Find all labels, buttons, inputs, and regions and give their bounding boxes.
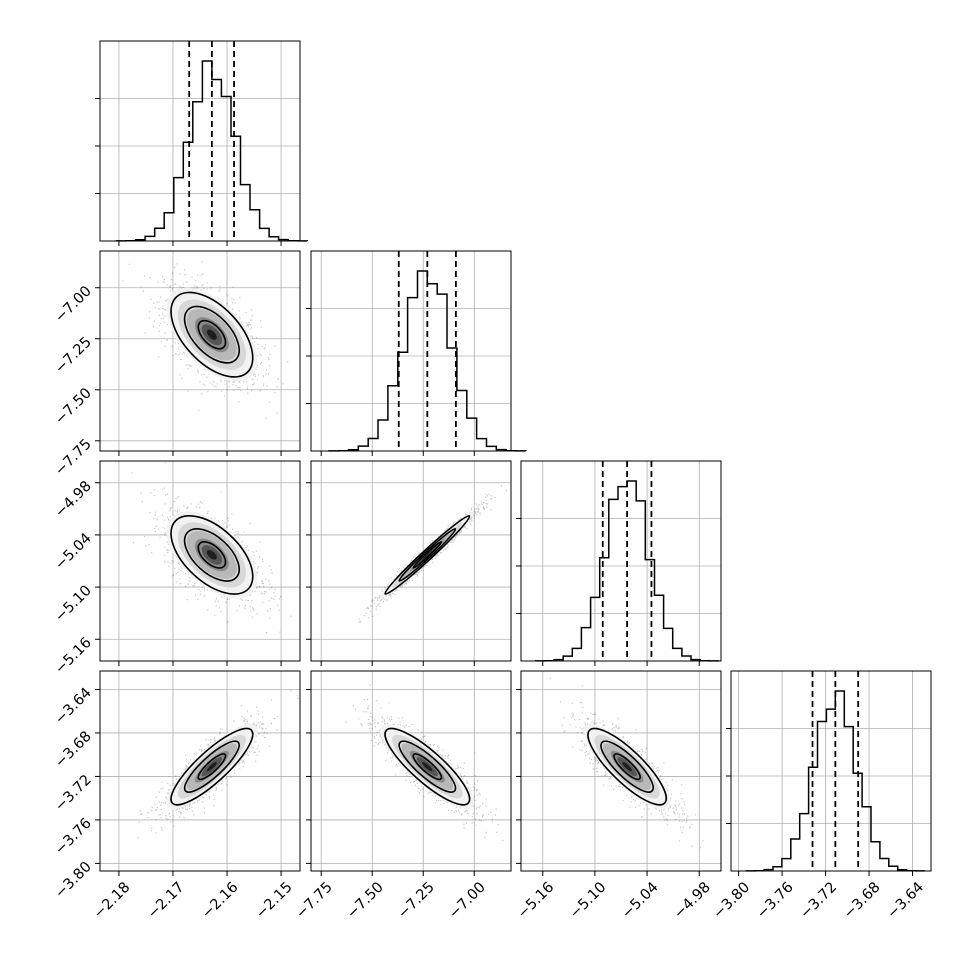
panel-2-1 — [306, 460, 512, 666]
panel-frame — [520, 670, 722, 872]
histogram-2 — [516, 460, 722, 666]
histogram-steps — [115, 60, 308, 242]
x-tick-label: −2.16 — [199, 879, 242, 922]
x-tick-label: −2.15 — [253, 879, 296, 922]
x-tick-label: −7.50 — [344, 879, 387, 922]
x-tick-label: −4.98 — [671, 879, 714, 922]
panel-frame — [99, 460, 301, 662]
panel-content — [549, 678, 704, 849]
contour-line — [197, 541, 227, 569]
y-tick-label: −3.76 — [52, 815, 95, 858]
panel-3-1 — [306, 670, 512, 876]
contour-line — [587, 727, 668, 806]
contour-line — [398, 740, 457, 793]
panel-3-0 — [95, 670, 301, 876]
contour-line — [183, 305, 240, 364]
contour-line — [197, 753, 227, 781]
contour-line — [170, 727, 254, 806]
histogram-steps — [745, 690, 926, 872]
y-tick-label: −7.00 — [52, 283, 95, 326]
y-tick-label: −5.10 — [52, 583, 95, 626]
contour-line — [412, 541, 443, 569]
panel-content — [137, 690, 299, 839]
x-tick-label: −3.64 — [884, 879, 927, 922]
y-tick-label: −3.80 — [52, 859, 95, 902]
density-fill — [206, 761, 217, 772]
contour-line — [183, 528, 240, 582]
contour-line — [613, 753, 641, 781]
density-fill — [422, 550, 433, 560]
x-tick-label: −3.72 — [797, 879, 840, 922]
contour-line — [170, 514, 254, 595]
x-tick-label: −3.80 — [710, 879, 753, 922]
y-tick-label: −3.64 — [52, 685, 95, 728]
panel-content — [345, 684, 504, 842]
contour-line — [183, 740, 240, 793]
panel-frame — [310, 250, 512, 452]
contour-line — [600, 740, 654, 793]
y-tick-label: −7.50 — [52, 385, 95, 428]
panel-3-2 — [516, 670, 722, 876]
panel-frame — [310, 670, 512, 872]
histogram-3 — [726, 670, 932, 876]
contour-line — [197, 319, 227, 350]
contour-line — [398, 528, 457, 582]
y-tick-label: −3.68 — [52, 728, 95, 771]
y-tick-label: −3.72 — [52, 772, 95, 815]
density-fill — [206, 329, 217, 340]
y-tick-label: −4.98 — [52, 478, 95, 521]
contour-line — [384, 727, 471, 806]
density-fill — [206, 550, 217, 560]
panel-frame — [730, 670, 932, 872]
histogram-0 — [95, 40, 308, 246]
x-tick-label: −7.00 — [446, 879, 489, 922]
panel-frame — [99, 40, 301, 242]
histogram-1 — [306, 250, 527, 456]
y-tick-label: −5.16 — [52, 635, 95, 678]
panel-frame — [99, 670, 301, 872]
x-tick-label: −5.16 — [515, 879, 558, 922]
y-tick-label: −5.04 — [52, 530, 95, 573]
x-tick-label: −2.18 — [91, 879, 134, 922]
panel-2-0 — [95, 460, 301, 666]
contour-line — [384, 514, 471, 595]
y-tick-label: −7.25 — [52, 334, 95, 377]
panel-content — [131, 462, 292, 634]
x-tick-label: −7.25 — [395, 879, 438, 922]
panel-frame — [520, 460, 722, 662]
density-fill — [622, 761, 632, 772]
x-tick-label: −3.68 — [841, 879, 884, 922]
histogram-steps — [328, 270, 527, 452]
panel-content — [122, 261, 289, 419]
density-fill — [422, 761, 433, 772]
panel-content — [358, 485, 508, 623]
x-tick-label: −3.76 — [754, 879, 797, 922]
contour-line — [412, 753, 443, 781]
x-tick-label: −5.10 — [567, 879, 610, 922]
x-tick-label: −5.04 — [619, 879, 662, 922]
y-tick-label: −7.75 — [52, 436, 95, 479]
x-tick-label: −2.17 — [145, 879, 188, 922]
panel-1-0 — [95, 250, 301, 456]
panel-frame — [310, 460, 512, 662]
contour-line — [170, 291, 254, 378]
panel-frame — [99, 250, 301, 452]
x-tick-label: −7.75 — [293, 879, 336, 922]
